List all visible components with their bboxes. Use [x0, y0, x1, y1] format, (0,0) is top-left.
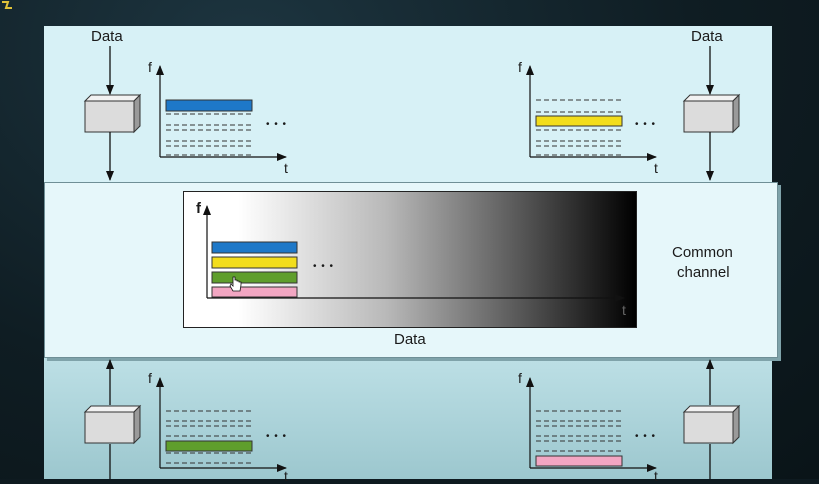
axis-f-label-3: f	[148, 370, 152, 386]
axis-t-label-channel: t	[622, 302, 626, 318]
channel-band-pink	[211, 286, 298, 298]
ellipsis-4: • • •	[635, 431, 657, 442]
channel-axes	[203, 205, 625, 302]
data-label-top-left: Data	[91, 28, 123, 45]
data-label-top-right: Data	[691, 28, 723, 45]
channel-band-green	[211, 271, 298, 284]
ellipsis-1: • • •	[266, 119, 288, 130]
axis-f-label-channel: f	[196, 200, 201, 217]
axis-t-label-3: t	[284, 468, 288, 484]
data-arrows	[106, 46, 714, 479]
slot-dashes	[166, 99, 622, 464]
axis-f-label-1: f	[148, 59, 152, 75]
corner-mark	[2, 1, 12, 9]
station-box-4	[682, 404, 741, 445]
axis-f-label-2: f	[518, 59, 522, 75]
band-pink-station-4	[535, 455, 623, 467]
station-box-3	[83, 404, 142, 445]
station-box-1	[83, 93, 142, 134]
channel-band-yellow	[211, 256, 298, 269]
band-blue-station-1	[165, 99, 253, 112]
axis-t-label-1: t	[284, 160, 288, 176]
station-box-2	[682, 93, 741, 134]
band-green-station-3	[165, 440, 253, 452]
axis-t-label-2: t	[654, 160, 658, 176]
axis-t-label-4: t	[654, 468, 658, 484]
hand-cursor-icon	[229, 276, 242, 292]
diagram-panel-bottom	[44, 356, 772, 479]
ellipsis-channel: • • •	[313, 261, 335, 272]
common-channel-label-line1: Common	[672, 244, 733, 261]
data-label-channel: Data	[394, 331, 426, 348]
mini-axes	[156, 65, 657, 472]
ellipsis-2: • • •	[635, 119, 657, 130]
band-yellow-station-2	[535, 115, 623, 127]
ellipsis-3: • • •	[266, 431, 288, 442]
axis-f-label-4: f	[518, 370, 522, 386]
channel-band-blue	[211, 241, 298, 254]
common-channel-label-line2: channel	[677, 264, 730, 281]
